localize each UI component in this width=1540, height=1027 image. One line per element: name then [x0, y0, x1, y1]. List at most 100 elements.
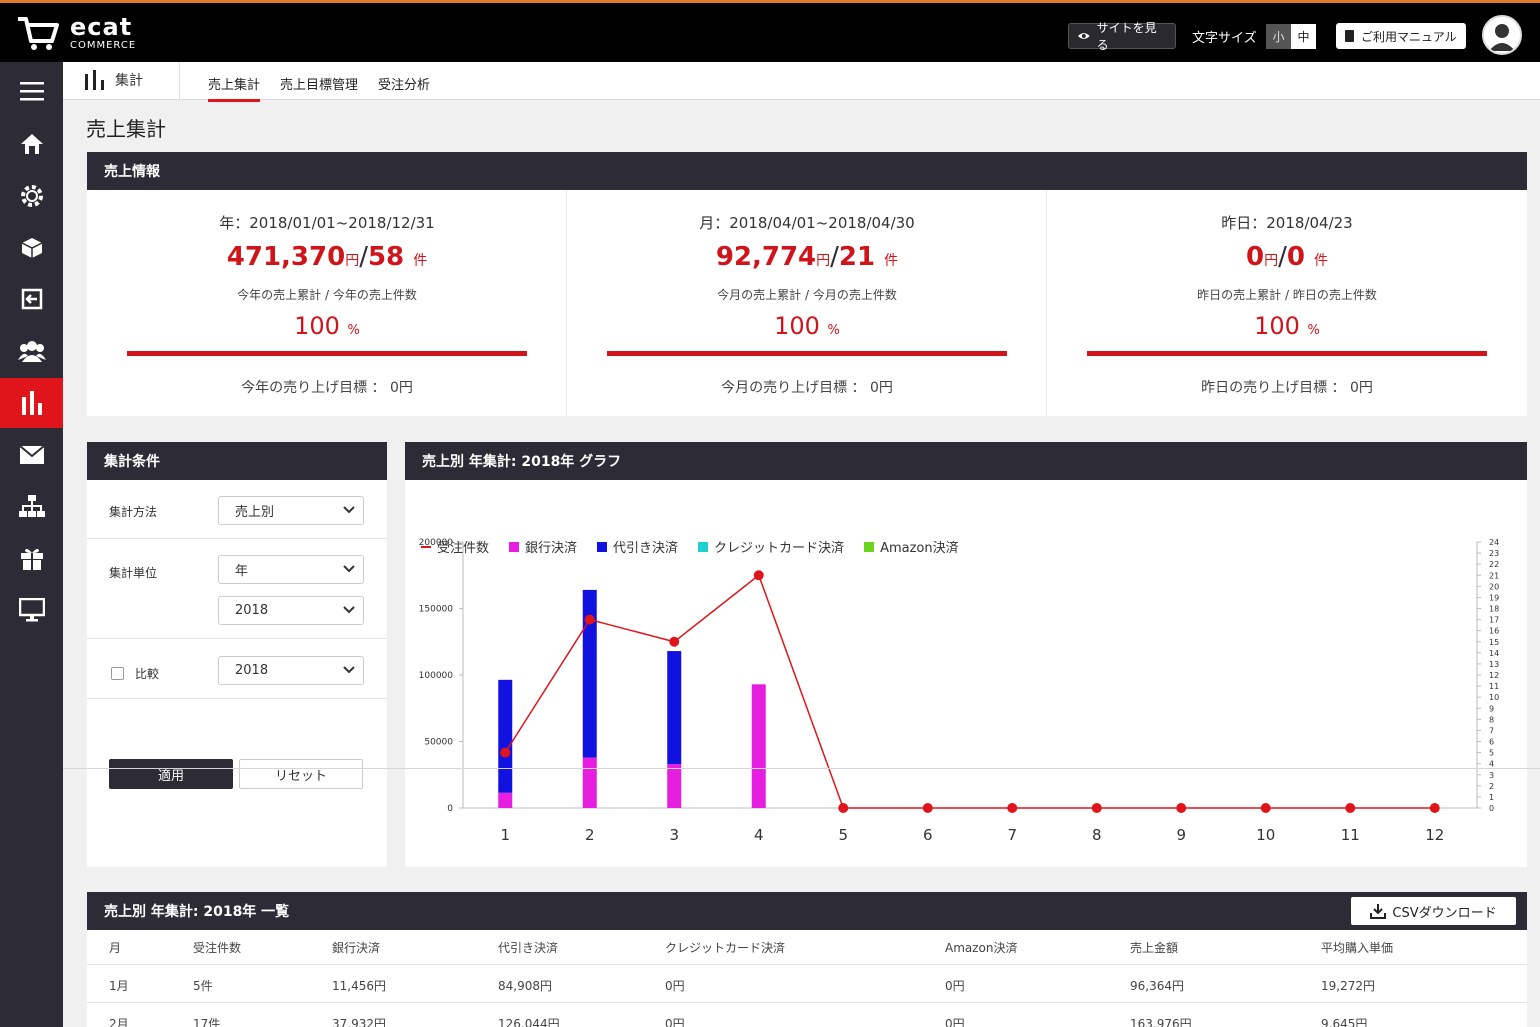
- font-size-label: 文字サイズ: [1192, 31, 1257, 46]
- compare-year-select[interactable]: 2018: [218, 656, 364, 685]
- csv-download-button[interactable]: CSVダウンロード: [1351, 897, 1516, 925]
- section-title: 集計: [85, 70, 143, 90]
- chevron-down-icon: [343, 666, 355, 674]
- y2-tick-label: 12: [1489, 671, 1499, 680]
- count-unit: 件: [1314, 253, 1328, 269]
- y2-tick-label: 9: [1489, 704, 1494, 713]
- percent-unit: %: [827, 323, 840, 338]
- y2-tick-label: 16: [1489, 627, 1499, 636]
- year-select[interactable]: 2018: [218, 596, 364, 625]
- slash: /: [830, 242, 839, 272]
- line-point: [1176, 803, 1187, 813]
- count-value: 0: [1286, 242, 1305, 272]
- page-title: 売上集計: [86, 117, 166, 141]
- x-tick-label: 9: [1176, 826, 1186, 844]
- home-icon[interactable]: [0, 119, 63, 169]
- x-tick-label: 10: [1256, 826, 1275, 844]
- yen-unit: 円: [816, 253, 831, 269]
- progress-track: [1087, 351, 1487, 356]
- logo-sub: COMMERCE: [70, 40, 137, 51]
- cell-orders: 5件: [193, 979, 213, 993]
- monitor-icon[interactable]: [0, 585, 63, 635]
- percent-value: 100: [294, 312, 340, 340]
- table-title: 売上別 年集計: 2018年 一覧: [104, 904, 290, 920]
- bar-chart-icon[interactable]: [0, 378, 63, 428]
- cell-average: 19,272円: [1321, 979, 1375, 993]
- logo[interactable]: ecat COMMERCE: [16, 15, 136, 51]
- menu-icon[interactable]: [0, 66, 63, 116]
- x-tick-label: 3: [669, 826, 679, 844]
- compare-label: 比較: [135, 667, 160, 681]
- y-tick-label: 150000: [419, 605, 454, 615]
- line-point: [1345, 803, 1356, 813]
- line-point: [922, 803, 933, 813]
- y2-tick-label: 19: [1489, 593, 1499, 602]
- y2-tick-label: 11: [1489, 682, 1499, 691]
- legend-item-orders[interactable]: 受注件数: [421, 537, 489, 556]
- tab-order-analysis[interactable]: 受注分析: [378, 78, 431, 93]
- method-select[interactable]: 売上別: [218, 496, 364, 525]
- slash: /: [359, 242, 368, 272]
- yen-unit: 円: [345, 253, 360, 269]
- font-medium-button[interactable]: 中: [1291, 24, 1316, 49]
- sitemap-icon[interactable]: [0, 481, 63, 531]
- table-row[interactable]: 1月 5件 11,456円 84,908円 0円 0円 96,364円 19,2…: [87, 965, 1527, 1003]
- download-icon: [1370, 904, 1387, 919]
- card-percent: 100 %: [1047, 312, 1527, 340]
- cell-month: 1月: [109, 979, 129, 993]
- cell-cod: 126,044円: [498, 1017, 560, 1027]
- legend-item-credit[interactable]: クレジットカード決済: [698, 537, 844, 556]
- font-size-toggle: 小 中: [1266, 24, 1316, 49]
- chart-header: 売上別 年集計: 2018年 グラフ: [405, 442, 1527, 480]
- sales-card-year: 年：2018/01/01~2018/12/31 471,370円/58 件 今年…: [87, 190, 567, 416]
- sales-info-title: 売上情報: [104, 164, 160, 180]
- tab-sales-summary[interactable]: 売上集計: [208, 74, 261, 102]
- import-icon[interactable]: [0, 274, 63, 324]
- legend-item-cod[interactable]: 代引き決済: [597, 537, 678, 556]
- legend-label: 受注件数: [437, 541, 490, 556]
- progress-track: [127, 351, 527, 356]
- subnav-divider: [179, 62, 180, 100]
- progress-bar: [127, 351, 527, 356]
- y-tick-label: 0: [447, 804, 453, 814]
- y2-tick-label: 18: [1489, 605, 1499, 614]
- card-amount: 0円/0 件: [1047, 242, 1527, 272]
- compare-checkbox[interactable]: [111, 667, 124, 680]
- gift-icon[interactable]: [0, 533, 63, 583]
- mail-icon[interactable]: [0, 430, 63, 480]
- view-site-button[interactable]: サイトを見る: [1068, 21, 1176, 52]
- legend-swatch: [698, 541, 709, 552]
- col-header-credit: クレジットカード決済: [665, 941, 786, 955]
- table-row[interactable]: 2月 17件 37,932円 126,044円 0円 0円 163,976円 9…: [87, 1003, 1527, 1027]
- legend-item-bank[interactable]: 銀行決済: [509, 537, 577, 556]
- x-tick-label: 7: [1007, 826, 1017, 844]
- legend-swatch: [421, 545, 431, 548]
- bar: [667, 764, 682, 808]
- legend-label: Amazon決済: [880, 541, 959, 556]
- users-icon[interactable]: [0, 325, 63, 375]
- y2-tick-label: 24: [1489, 538, 1499, 547]
- sales-table: 月 受注件数 銀行決済 代引き決済 クレジットカード決済 Amazon決済 売上…: [87, 930, 1527, 1027]
- slash: /: [1278, 242, 1287, 272]
- card-goal: 今月の売り上げ目標 ： 0円: [721, 380, 893, 396]
- unit-value: 年: [235, 564, 249, 579]
- compare-year-value: 2018: [235, 663, 269, 678]
- font-small-button[interactable]: 小: [1266, 24, 1291, 49]
- chart-title: 売上別 年集計: 2018年 グラフ: [422, 454, 622, 470]
- legend-item-amazon[interactable]: Amazon決済: [864, 537, 959, 556]
- cell-bank: 11,456円: [332, 979, 386, 993]
- avatar[interactable]: [1482, 15, 1522, 55]
- amount-value: 0: [1245, 242, 1265, 272]
- box-icon[interactable]: [0, 223, 63, 273]
- y2-tick-label: 3: [1489, 771, 1494, 780]
- progress-bar: [607, 351, 1007, 356]
- x-tick-label: 11: [1341, 826, 1360, 844]
- progress-bar: [1087, 351, 1487, 356]
- tab-sales-target[interactable]: 売上目標管理: [280, 78, 359, 93]
- manual-button[interactable]: ご利用マニュアル: [1336, 23, 1466, 49]
- gear-icon[interactable]: [0, 171, 63, 221]
- unit-select[interactable]: 年: [218, 555, 364, 584]
- reset-button[interactable]: リセット: [239, 759, 363, 789]
- apply-button[interactable]: 適用: [109, 759, 233, 789]
- y2-tick-label: 6: [1489, 738, 1494, 747]
